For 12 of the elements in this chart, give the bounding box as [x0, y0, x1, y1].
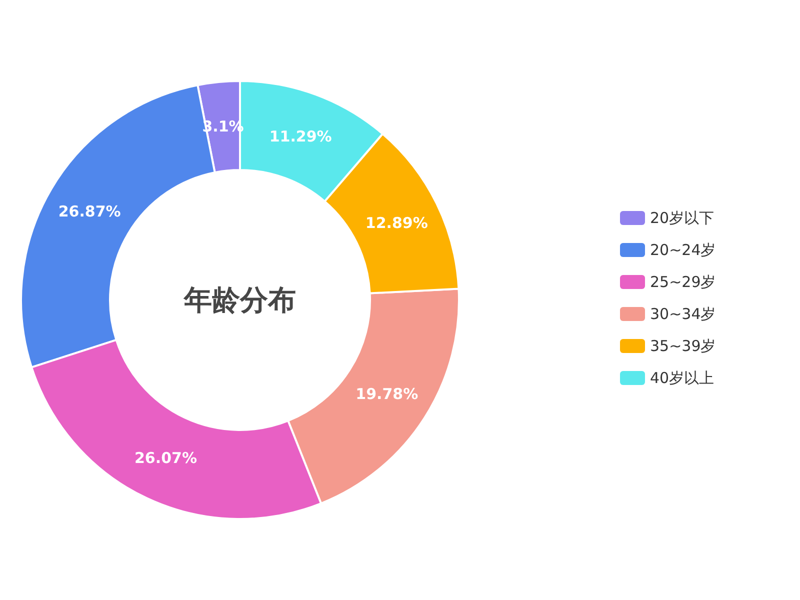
legend-label: 40岁以上 — [650, 369, 714, 387]
legend-label: 20岁以下 — [650, 209, 714, 227]
legend-label: 35~39岁 — [650, 337, 716, 355]
data-label: 26.07% — [134, 448, 197, 467]
data-label: 11.29% — [269, 127, 332, 146]
legend-label: 30~34岁 — [650, 305, 716, 323]
data-label: 12.89% — [365, 214, 428, 232]
data-label: 26.87% — [58, 202, 121, 221]
legend-label: 25~29岁 — [650, 273, 716, 291]
data-label: 19.78% — [356, 385, 418, 404]
text: 年龄分布 — [183, 284, 296, 316]
legend-label: 20~24岁 — [650, 241, 716, 259]
